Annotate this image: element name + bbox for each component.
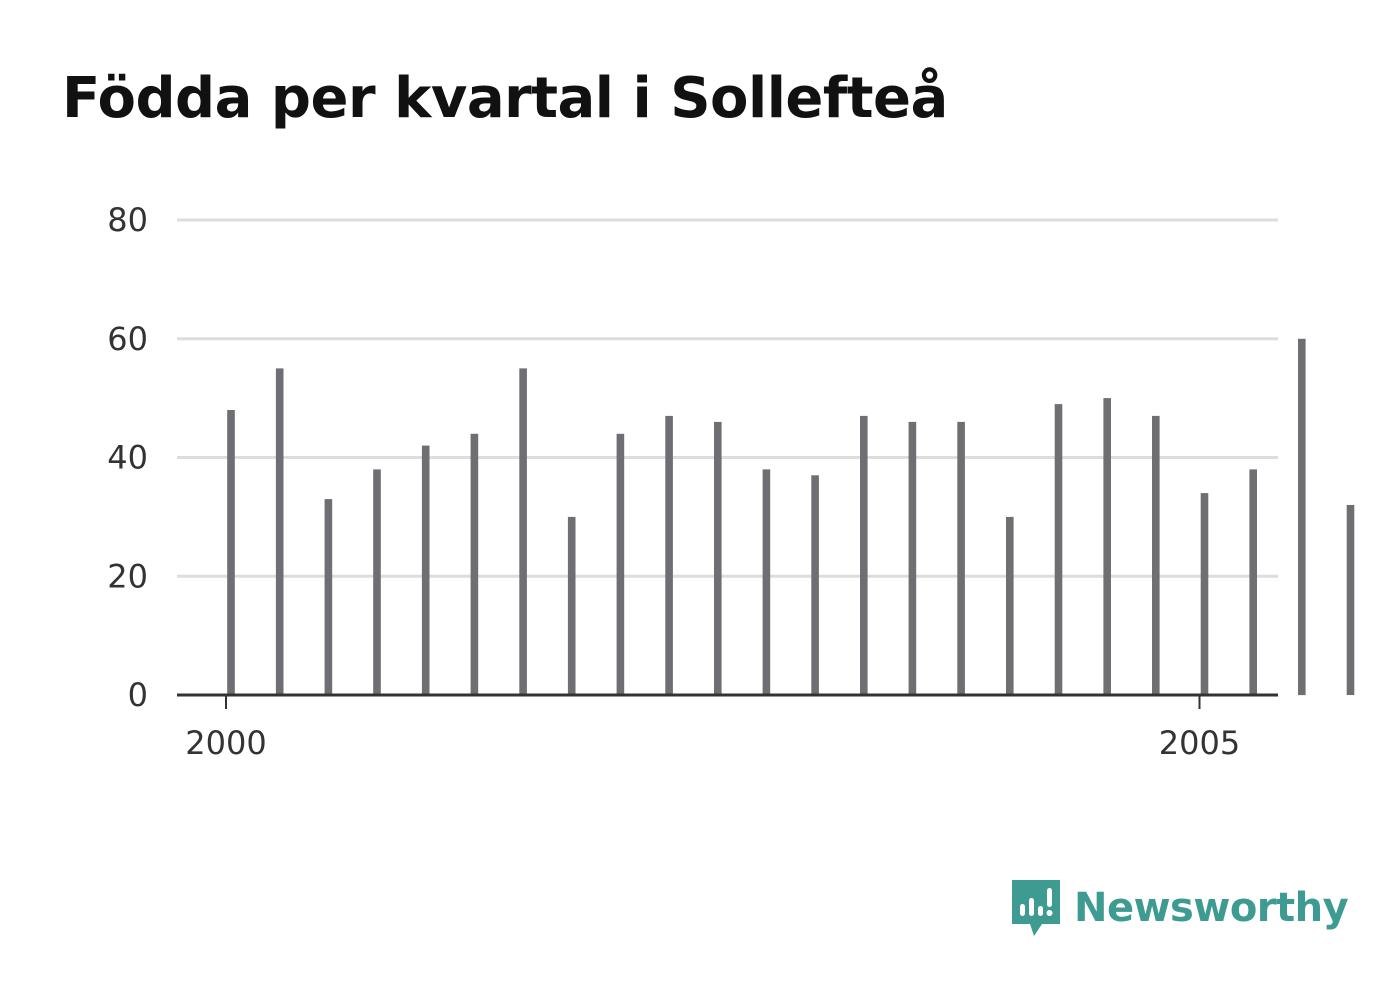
newsworthy-logo-icon [1012,880,1060,936]
bar [762,469,771,695]
x-tick-label: 2000 [185,724,266,762]
bar [908,421,917,695]
bar [470,433,479,696]
bar [665,415,673,695]
x-tick-label: 2005 [1159,724,1240,762]
bar [373,469,381,695]
bar [567,516,576,695]
bar [519,368,527,695]
bar [1298,338,1306,696]
bar [227,410,235,695]
y-tick-label: 60 [107,320,148,358]
bar [1006,516,1014,695]
bar [1152,415,1160,695]
bar [1103,398,1111,695]
bar [957,421,965,695]
bar [421,445,430,695]
brand-logo: Newsworthy [1010,878,1349,938]
y-tick-label: 20 [107,557,148,595]
y-tick-label: 40 [107,439,148,477]
bar [324,499,333,695]
chart-title: Födda per kvartal i Sollefteå [62,66,948,131]
bar [1200,493,1209,695]
brand-name: Newsworthy [1074,885,1349,931]
bar [811,475,819,695]
bar [1054,404,1063,695]
bar [616,433,625,696]
bar [860,415,868,695]
bar [714,421,722,695]
y-tick-label: 0 [128,676,148,714]
bar [1249,469,1257,695]
bar [275,368,284,695]
y-tick-label: 80 [107,201,148,239]
bar [1346,505,1355,695]
